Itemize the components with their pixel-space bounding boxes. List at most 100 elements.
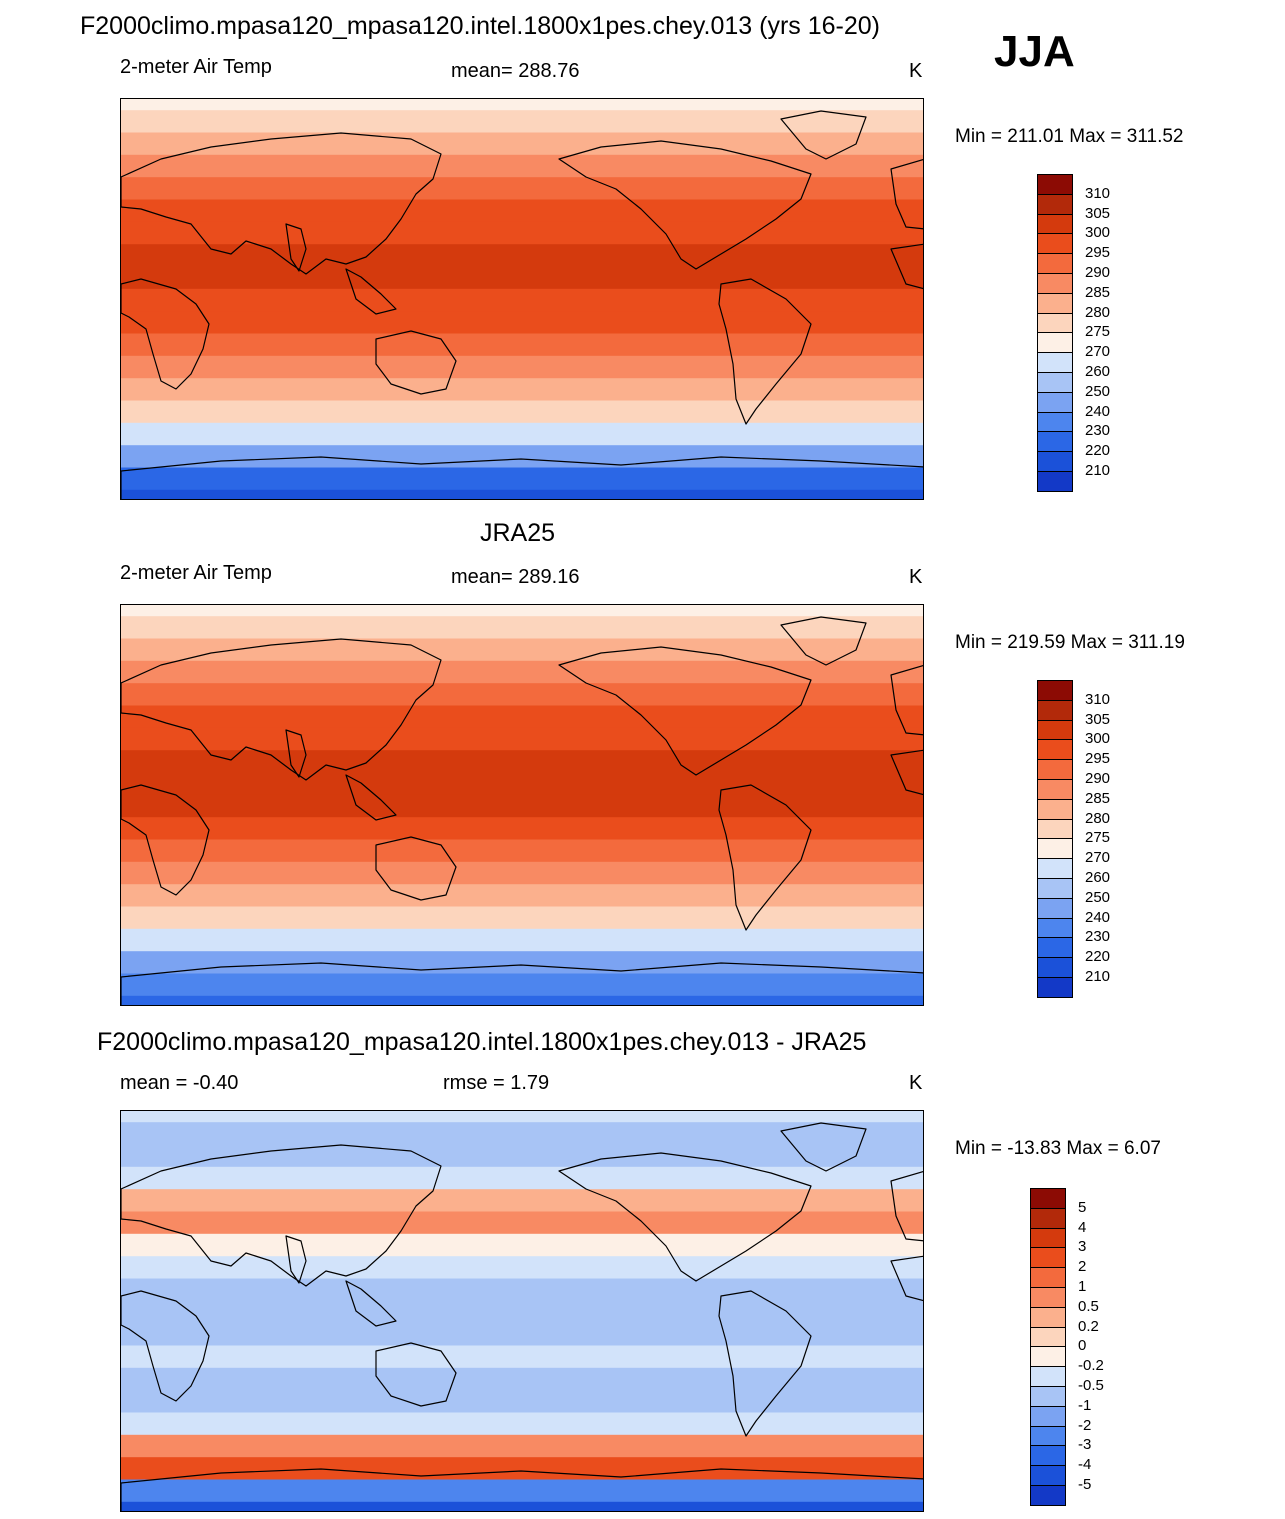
coastline-eurasia bbox=[121, 638, 442, 781]
colorbar-label: -0.2 bbox=[1078, 1357, 1104, 1375]
field-band bbox=[121, 467, 923, 491]
colorbar-box bbox=[1030, 1247, 1066, 1269]
colorbar-box bbox=[1037, 957, 1073, 978]
colorbar-box bbox=[1037, 451, 1073, 472]
panel1-variable-label: 2-meter Air Temp bbox=[120, 56, 272, 78]
colorbar-box bbox=[1037, 977, 1073, 998]
colorbar-box bbox=[1030, 1267, 1066, 1288]
colorbar-box bbox=[1037, 411, 1073, 433]
field-band bbox=[121, 1345, 923, 1369]
panel3-map bbox=[120, 1110, 924, 1512]
season-label: JJA bbox=[994, 27, 1075, 76]
colorbar-box bbox=[1037, 292, 1073, 314]
colorbar-label: -0.5 bbox=[1078, 1377, 1104, 1394]
colorbar-box bbox=[1030, 1485, 1066, 1506]
field-band bbox=[121, 1189, 923, 1213]
colorbar-label: 210 bbox=[1085, 968, 1111, 985]
coastline-antarctica bbox=[121, 456, 923, 499]
coastline-greenland bbox=[780, 1122, 867, 1172]
field-band bbox=[121, 177, 923, 201]
field-band bbox=[121, 951, 923, 975]
colorbar-label: 250 bbox=[1085, 888, 1111, 906]
field-band bbox=[121, 1412, 923, 1436]
colorbar-label: 285 bbox=[1085, 283, 1111, 301]
panel3-coastlines bbox=[121, 1122, 923, 1511]
coastline-antarctica bbox=[121, 962, 923, 1005]
panel2-title: JRA25 bbox=[480, 519, 556, 547]
field-band bbox=[121, 400, 923, 424]
colorbar-label: 270 bbox=[1085, 849, 1111, 867]
field-band bbox=[121, 1300, 923, 1324]
coastline-africa bbox=[121, 278, 210, 390]
colorbar-box bbox=[1030, 1366, 1066, 1387]
coastline-south-america bbox=[718, 784, 812, 931]
coastline-south-america bbox=[718, 1290, 812, 1437]
field-band bbox=[121, 750, 923, 774]
field-band bbox=[121, 199, 923, 223]
field-band bbox=[121, 1166, 923, 1190]
panel2-field bbox=[121, 605, 923, 1005]
colorbar-label: 260 bbox=[1085, 363, 1111, 380]
field-band bbox=[121, 884, 923, 908]
colorbar-box bbox=[1037, 917, 1073, 939]
panel2-minmax: Min = 219.59 Max = 311.19 bbox=[955, 632, 1185, 653]
panel2-coastlines bbox=[121, 616, 923, 1005]
coastline-australia bbox=[375, 330, 457, 395]
colorbar-label: 285 bbox=[1085, 789, 1111, 807]
colorbar-label: -4 bbox=[1078, 1456, 1092, 1474]
field-band bbox=[121, 727, 923, 751]
coastline-se-asia bbox=[345, 1280, 397, 1327]
colorbar-label: 270 bbox=[1085, 343, 1111, 361]
panel1-map-svg bbox=[121, 99, 923, 499]
coastline-europe-west bbox=[890, 664, 923, 736]
coastline-africa-east-edge bbox=[890, 1255, 923, 1302]
field-band bbox=[121, 1256, 923, 1280]
coastline-greenland bbox=[780, 110, 867, 160]
coastline-africa-east-edge bbox=[890, 749, 923, 796]
coastline-south-america bbox=[718, 278, 812, 425]
colorbar-box bbox=[1037, 680, 1073, 701]
panel3-rmse-label: rmse = 1.79 bbox=[443, 1072, 550, 1094]
panel1-mean-label: mean= 288.76 bbox=[451, 60, 580, 82]
field-band bbox=[121, 605, 923, 617]
field-band bbox=[121, 1233, 923, 1257]
colorbar-box bbox=[1030, 1306, 1066, 1328]
coastline-africa-east-edge bbox=[890, 243, 923, 290]
colorbar-box bbox=[1030, 1445, 1066, 1467]
colorbar-label: -1 bbox=[1078, 1396, 1092, 1414]
coastline-india bbox=[285, 223, 307, 272]
field-band bbox=[121, 794, 923, 818]
colorbar-label: 3 bbox=[1078, 1238, 1087, 1256]
field-band bbox=[121, 445, 923, 469]
colorbar-label: 2 bbox=[1078, 1258, 1087, 1276]
colorbar-box bbox=[1037, 739, 1073, 761]
field-band bbox=[121, 973, 923, 997]
field-band bbox=[121, 839, 923, 863]
colorbar-label: -2 bbox=[1078, 1416, 1092, 1434]
coastline-europe-west bbox=[890, 1170, 923, 1242]
colorbar-label: -3 bbox=[1078, 1436, 1092, 1454]
coastline-australia bbox=[375, 1342, 457, 1407]
colorbar-label: 5 bbox=[1078, 1198, 1087, 1216]
field-band bbox=[121, 378, 923, 402]
field-band bbox=[121, 1122, 923, 1146]
colorbar-box bbox=[1037, 897, 1073, 919]
panel3-title: F2000climo.mpasa120_mpasa120.intel.1800x… bbox=[97, 1028, 867, 1056]
field-band bbox=[121, 1278, 923, 1302]
field-band bbox=[121, 132, 923, 156]
colorbar-label: 240 bbox=[1085, 402, 1111, 420]
colorbar-label: 210 bbox=[1085, 462, 1111, 479]
colorbar-label: 305 bbox=[1085, 710, 1111, 728]
field-band bbox=[121, 861, 923, 885]
panel1-map bbox=[120, 98, 924, 500]
coastline-se-asia bbox=[345, 774, 397, 821]
colorbar-box bbox=[1030, 1287, 1066, 1308]
colorbar-label: 220 bbox=[1085, 948, 1111, 966]
panel3-minmax: Min = -13.83 Max = 6.07 bbox=[955, 1138, 1161, 1159]
colorbar-box bbox=[1030, 1326, 1066, 1348]
colorbar-box bbox=[1030, 1405, 1066, 1427]
colorbar-label: 4 bbox=[1078, 1218, 1087, 1236]
colorbar-label: 310 bbox=[1085, 690, 1111, 708]
colorbar-box bbox=[1037, 838, 1073, 860]
colorbar-label: 275 bbox=[1085, 323, 1111, 341]
